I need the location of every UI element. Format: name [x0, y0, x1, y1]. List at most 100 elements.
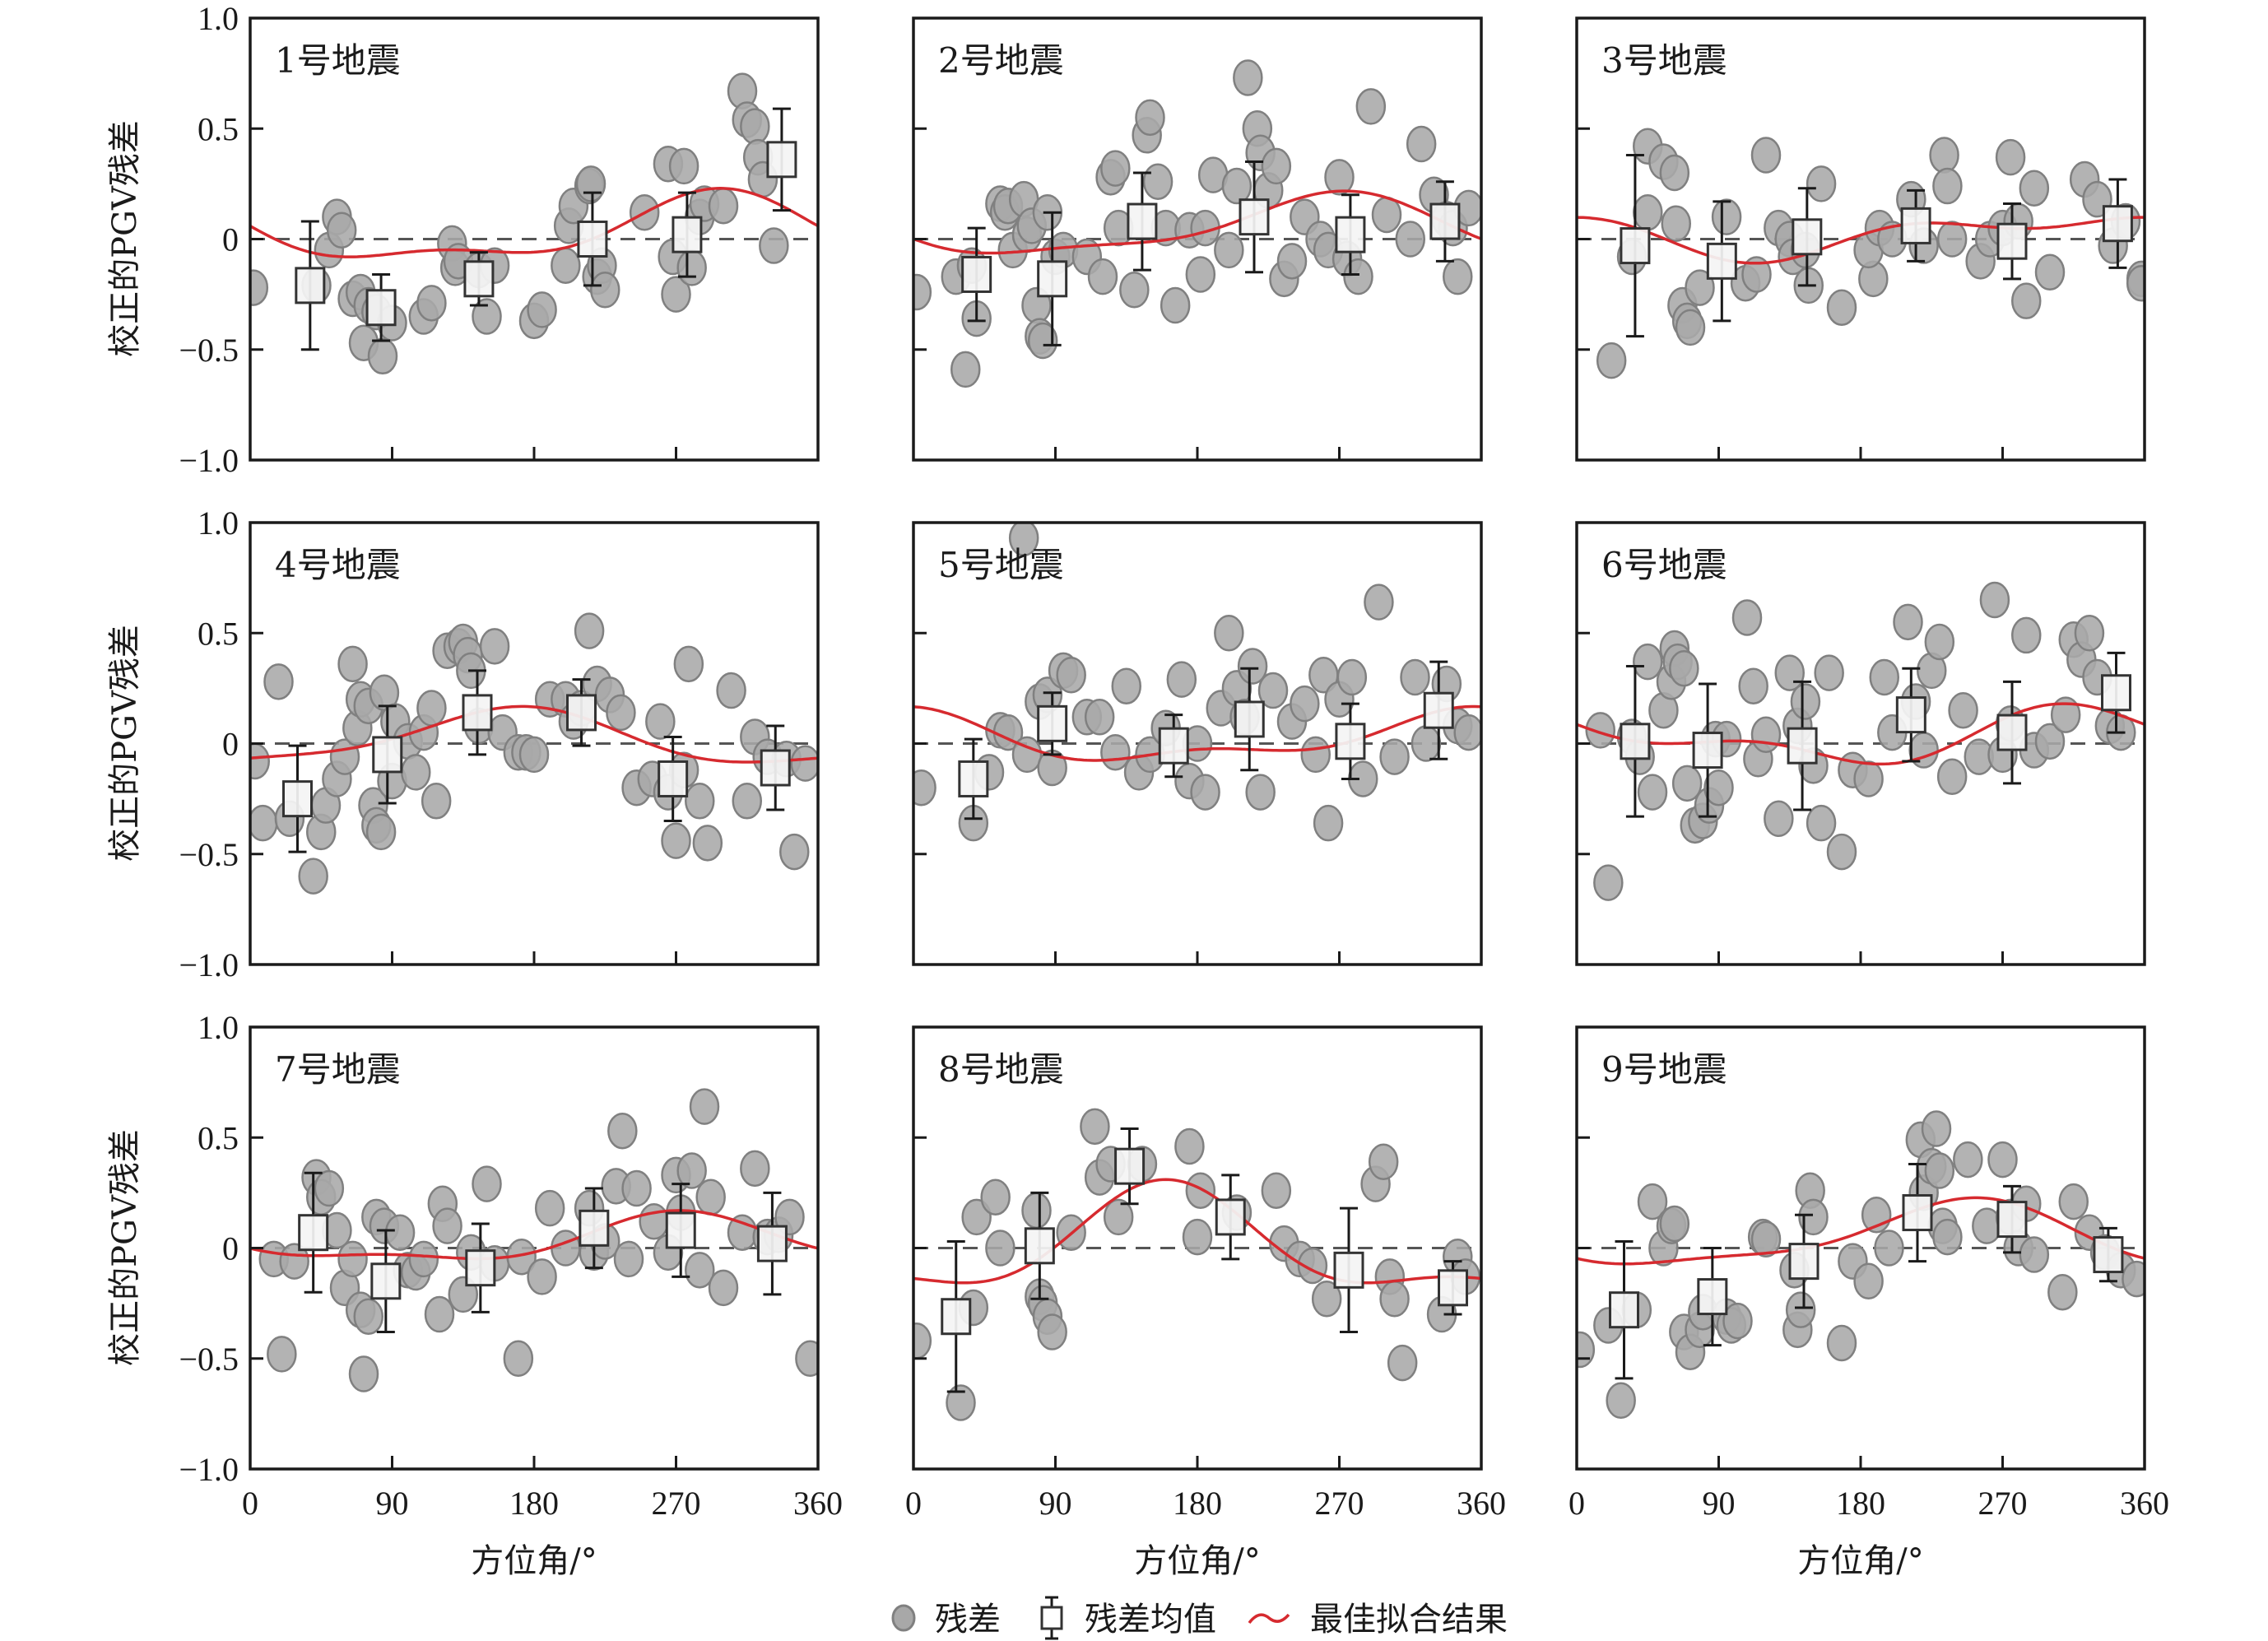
- plot-area: [250, 1088, 818, 1392]
- residual-point: [1785, 1291, 1816, 1328]
- mean-box: [577, 221, 608, 258]
- mean-box: [1333, 1251, 1364, 1289]
- mean-marker: [465, 1222, 496, 1313]
- mean-marker: [1114, 1127, 1146, 1206]
- residual-point: [1874, 1230, 1904, 1267]
- residual-point: [337, 645, 368, 683]
- panel-title: 8号地震: [938, 1049, 1064, 1090]
- residual-point: [2050, 696, 2081, 733]
- residual-point: [1276, 243, 1308, 280]
- residual-point: [1659, 1205, 1690, 1243]
- mean-marker: [1333, 1206, 1364, 1334]
- residual-point: [551, 247, 581, 284]
- residual-point: [1606, 1382, 1636, 1420]
- mean-box: [1215, 1198, 1246, 1236]
- residual-point: [1037, 1313, 1067, 1350]
- mean-marker: [1127, 171, 1158, 272]
- plot-area: [913, 59, 1481, 388]
- residual-point: [607, 1112, 638, 1150]
- residual-point: [1411, 725, 1442, 762]
- residual-point: [2011, 282, 2042, 319]
- residual-point: [1214, 615, 1244, 652]
- residual-point: [401, 754, 431, 791]
- panel-title: 1号地震: [275, 40, 401, 81]
- best-fit-curve: [250, 187, 818, 258]
- residual-point: [673, 645, 704, 683]
- residual-point: [1924, 1152, 1955, 1189]
- residual-point: [1300, 736, 1331, 774]
- residual-point: [2019, 170, 2050, 207]
- residual-point: [1135, 99, 1165, 137]
- mean-marker: [766, 107, 797, 212]
- mean-box: [1902, 1194, 1933, 1232]
- residual-point: [779, 833, 810, 871]
- residual-point: [1659, 154, 1690, 192]
- x-tick-label: 360: [1457, 1485, 1506, 1522]
- residual-point: [1826, 1324, 1857, 1362]
- residual-point: [1593, 864, 1624, 901]
- mean-box: [1996, 714, 2028, 751]
- residual-point: [1869, 658, 1899, 696]
- x-tick-label: 360: [793, 1485, 843, 1522]
- panel-5: 5号地震: [912, 521, 1483, 966]
- residual-point: [1750, 716, 1782, 754]
- residual-point: [1987, 1141, 2018, 1178]
- y-tick-label: −0.5: [179, 332, 239, 369]
- mean-box: [1438, 1269, 1468, 1307]
- residual-point: [1948, 691, 1978, 729]
- residual-point: [326, 212, 357, 249]
- mean-marker: [462, 669, 493, 756]
- mean-marker: [1996, 202, 2028, 281]
- y-tick-label: 1.0: [198, 0, 239, 37]
- y-tick-label: −1.0: [179, 442, 239, 479]
- plot-area: [1577, 581, 2145, 901]
- residual-point: [1453, 714, 1481, 751]
- residual-point: [1021, 1192, 1052, 1230]
- residual-point: [1764, 800, 1794, 838]
- residual-point: [1233, 59, 1263, 96]
- residual-point: [1995, 138, 2026, 176]
- residual-point: [1585, 712, 1615, 749]
- residual-point: [1214, 231, 1244, 269]
- residual-point: [1924, 623, 1955, 661]
- mean-box: [2102, 205, 2133, 243]
- residual-point: [685, 783, 715, 820]
- mean-marker: [1620, 153, 1651, 338]
- mean-box: [566, 694, 597, 732]
- panel-4: 1.0 0.5 0 −0.5 −1.0 4号地震: [179, 504, 820, 983]
- residual-point: [424, 1295, 455, 1333]
- residual-point: [1100, 733, 1131, 771]
- residual-point: [1324, 159, 1355, 196]
- x-tick-label: 90: [1039, 1485, 1072, 1522]
- best-fit-curve: [250, 1209, 818, 1261]
- mean-marker: [370, 1229, 402, 1334]
- residual-point: [2058, 1183, 2089, 1220]
- panel-title: 2号地震: [938, 40, 1064, 81]
- mean-marker: [1996, 1184, 2028, 1254]
- residual-point: [1190, 774, 1220, 811]
- mean-box: [766, 141, 797, 179]
- x-tick-label: 360: [2120, 1485, 2169, 1522]
- residual-point: [740, 108, 770, 145]
- x-tick-label: 0: [1569, 1485, 1585, 1522]
- panel-1: 1.0 0.5 0 −0.5 −1.0 1号地震: [179, 0, 820, 479]
- y-axis-title-row-2: 校正的PGV残差: [106, 625, 144, 862]
- residual-point: [1577, 1331, 1596, 1369]
- residual-point: [1932, 167, 1963, 205]
- panel-title: 7号地震: [275, 1049, 401, 1090]
- mean-box: [1158, 727, 1189, 765]
- mean-marker: [1788, 1213, 1820, 1309]
- residual-point: [1671, 765, 1703, 802]
- residual-point: [676, 249, 707, 286]
- best-fit-curve: [1577, 702, 2145, 766]
- y-tick-label: 0.5: [198, 110, 239, 147]
- mean-marker: [958, 737, 989, 820]
- residual-point: [1387, 1344, 1418, 1382]
- residual-point: [2019, 1236, 2050, 1273]
- mean-box: [1787, 727, 1818, 765]
- residual-point: [2034, 723, 2066, 760]
- mean-marker: [1037, 211, 1068, 346]
- residual-point: [1343, 258, 1373, 295]
- y-tick-label: 1.0: [198, 504, 239, 542]
